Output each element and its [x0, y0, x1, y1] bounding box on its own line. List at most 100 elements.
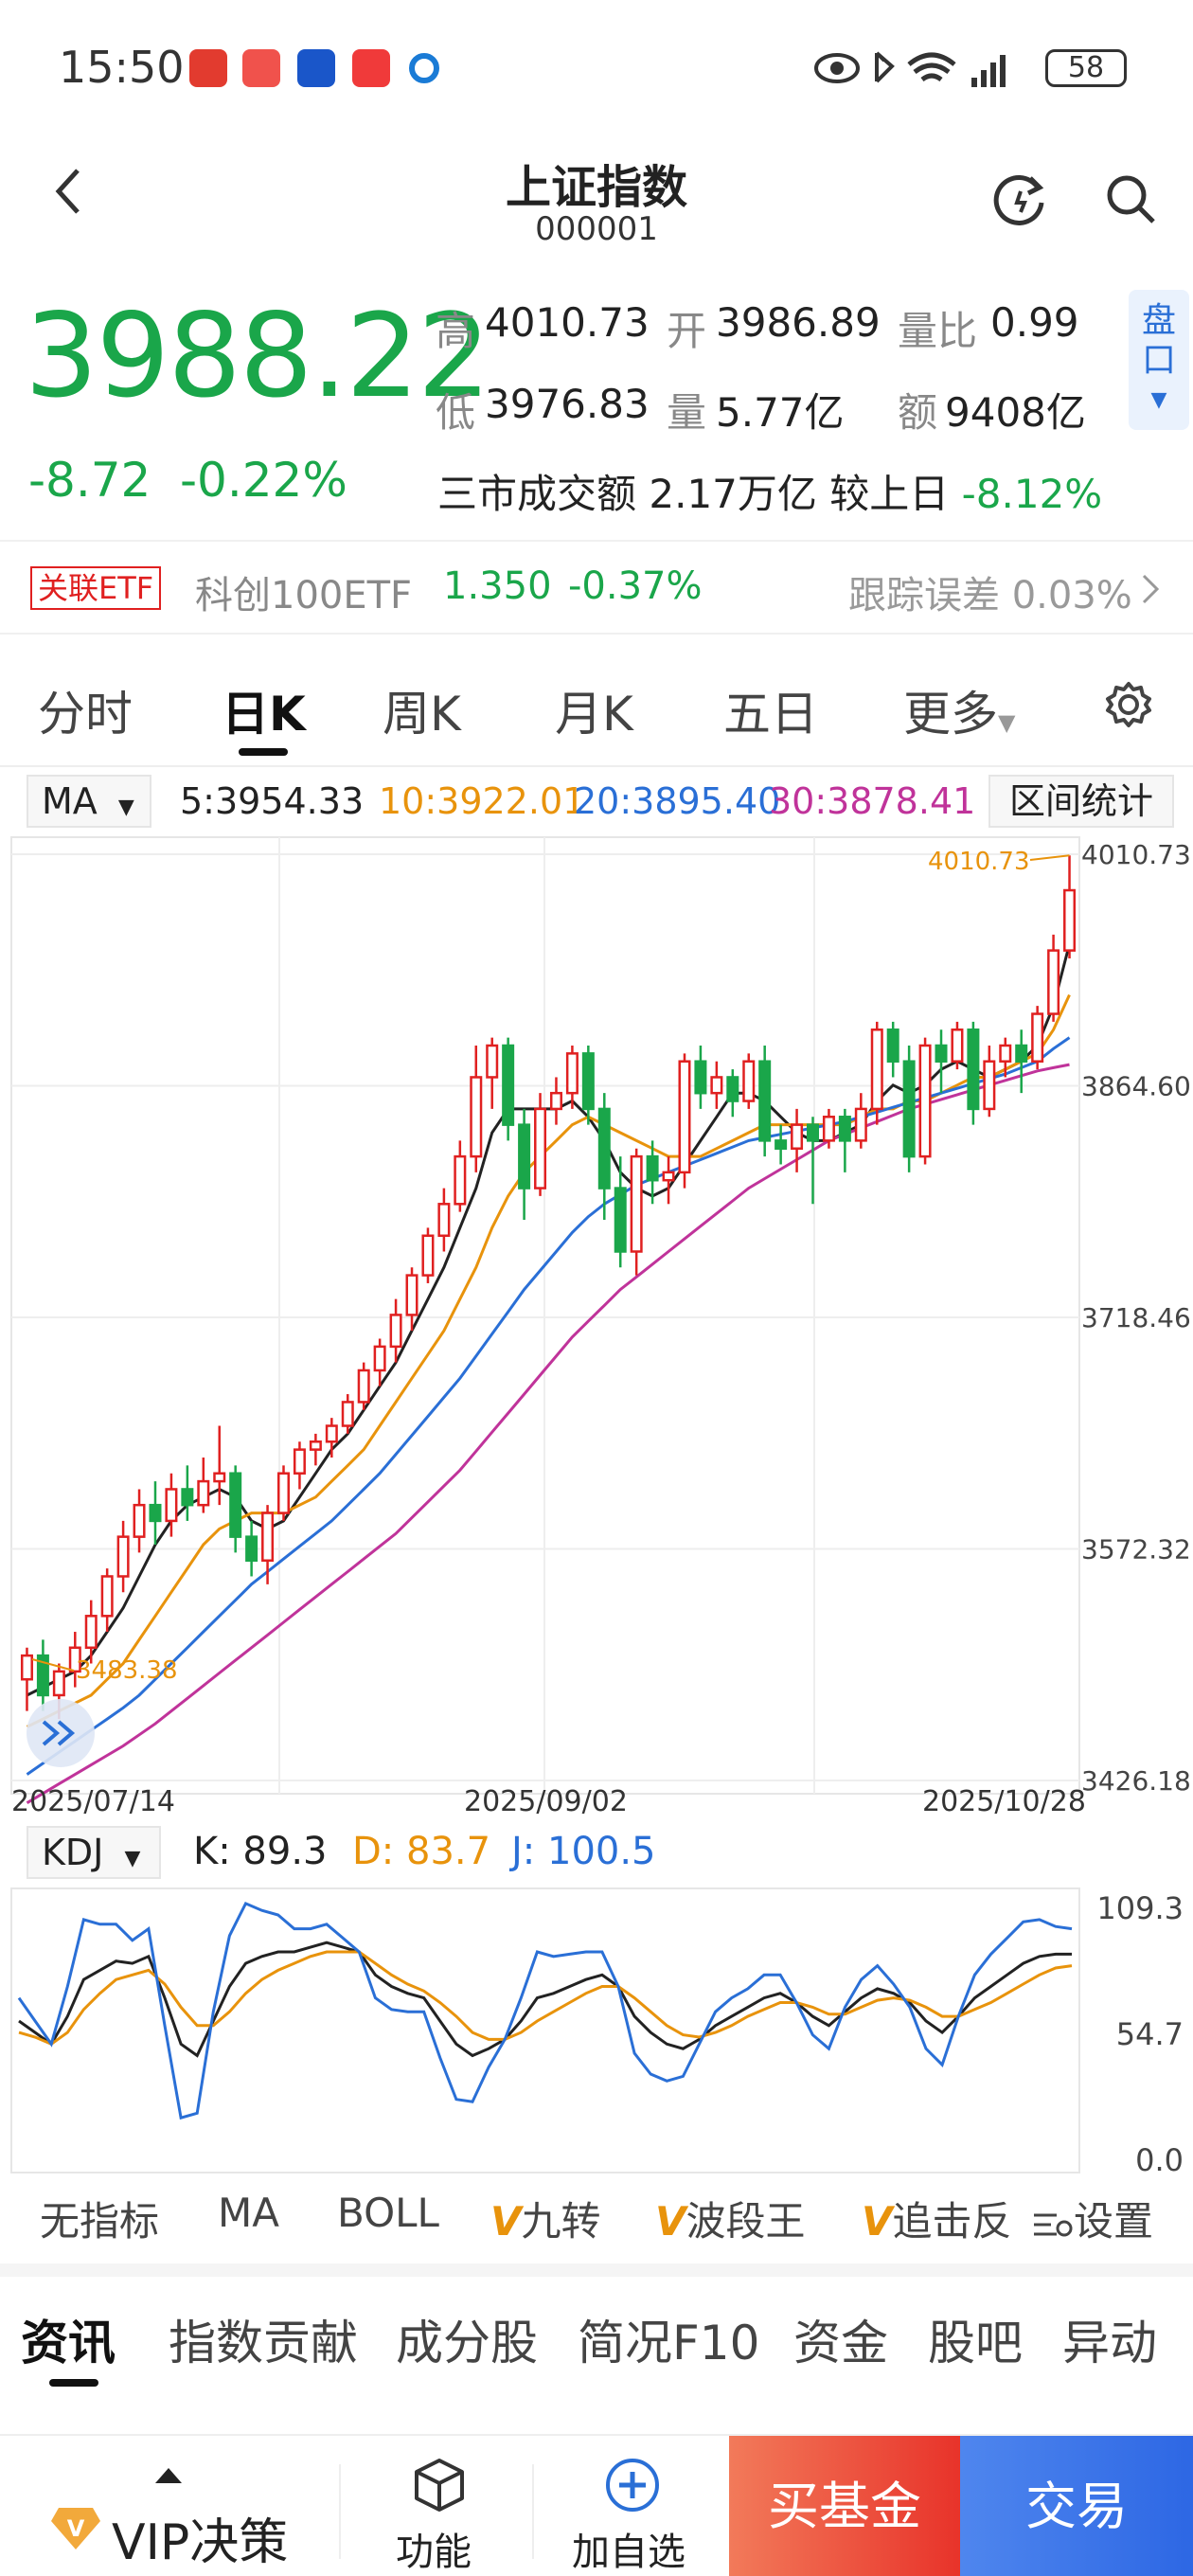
trade-button[interactable]: 交易: [960, 2436, 1193, 2576]
candle: [646, 1140, 659, 1205]
functions-button[interactable]: 功能: [360, 2436, 530, 2576]
candle-body: [822, 1116, 835, 1142]
indicator-select-kdj[interactable]: KDJ ▼: [27, 1826, 161, 1879]
tab-news[interactable]: 资讯: [21, 2316, 116, 2370]
bottom-action-bar: V VIP决策 功能 加自选 买基金 交易: [0, 2434, 1193, 2576]
candle: [775, 1124, 788, 1165]
ma20-value: 20:3895.40: [574, 780, 781, 822]
indicator-tab-jiuzhuan[interactable]: V九转: [490, 2190, 601, 2247]
active-tab-indicator: [49, 2379, 98, 2387]
ma-select-label: MA: [42, 780, 98, 822]
order-book-button[interactable]: 盘口 ▼: [1129, 290, 1189, 430]
candle-body: [806, 1123, 820, 1142]
kdj-select-label: KDJ: [42, 1832, 104, 1873]
candle: [149, 1481, 162, 1546]
candle-body: [1063, 888, 1077, 952]
y-axis-tick-label: 3864.60: [1081, 1071, 1191, 1102]
chart-period-tabs: 分时 日K 周K 月K 五日 更多▼: [0, 663, 1193, 767]
indicator-tab-ma[interactable]: MA: [218, 2190, 279, 2236]
candle: [357, 1362, 370, 1410]
settings-list-icon: [1034, 2213, 1073, 2236]
indicator-tab-zhuiji[interactable]: V追击反: [862, 2190, 1012, 2247]
vip-decision-button[interactable]: V VIP决策: [0, 2436, 341, 2576]
vip-v-icon: V: [862, 2198, 893, 2245]
kdj-j-value: J: 100.5: [511, 1830, 656, 1873]
candle: [951, 1021, 964, 1070]
candle-body: [726, 1076, 739, 1102]
candle-body: [742, 1060, 756, 1102]
candle-body: [454, 1154, 467, 1206]
tab-anomaly[interactable]: 异动: [1062, 2316, 1157, 2370]
tab-forum[interactable]: 股吧: [928, 2316, 1023, 2370]
indicator-select-ma[interactable]: MA ▼: [27, 775, 151, 828]
buy-fund-button[interactable]: 买基金: [729, 2436, 960, 2576]
high-value: 4010.73: [485, 299, 650, 346]
tab-monthly-k[interactable]: 月K: [555, 687, 633, 742]
open-value: 3986.89: [716, 299, 881, 346]
order-book-label: 盘口: [1141, 301, 1176, 380]
back-button[interactable]: [49, 163, 97, 229]
y-axis-tick-label: 3718.46: [1081, 1302, 1191, 1333]
tab-weekly-k[interactable]: 周K: [383, 687, 461, 742]
refresh-button[interactable]: [992, 170, 1049, 227]
chart-grid: [10, 836, 1080, 1795]
candle-body: [470, 1076, 483, 1158]
candle-body: [133, 1503, 146, 1538]
indicator-tab-boduan[interactable]: V波段王: [655, 2190, 806, 2247]
candle-body: [614, 1187, 627, 1253]
tab-overview-f10[interactable]: 简况F10: [578, 2316, 760, 2370]
tab-more[interactable]: 更多▼: [903, 676, 1015, 744]
candle-body: [502, 1044, 515, 1126]
candle: [967, 1021, 980, 1125]
add-favorite-button[interactable]: 加自选: [543, 2436, 723, 2576]
candlestick-chart[interactable]: 4010.733864.603718.463572.323426.182025/…: [0, 833, 1193, 1818]
search-icon: [1107, 175, 1155, 224]
tab-five-day[interactable]: 五日: [723, 687, 818, 742]
search-button[interactable]: [1102, 170, 1159, 227]
candle: [213, 1425, 226, 1506]
kdj-line-k: [18, 1941, 1072, 2058]
tab-index-contribution[interactable]: 指数贡献: [169, 2316, 358, 2370]
range-statistics-button[interactable]: 区间统计: [988, 775, 1174, 828]
related-etf-bar[interactable]: 关联ETF 科创100ETF 1.350 -0.37% 跟踪误差 0.03%: [0, 540, 1193, 635]
candle: [886, 1021, 899, 1078]
candles: [20, 855, 1077, 1720]
tab-intraday[interactable]: 分时: [38, 687, 133, 742]
candle: [758, 1045, 772, 1157]
vs-prev-value: -8.12%: [961, 471, 1103, 517]
app-notification-icon: [409, 53, 439, 83]
candle: [165, 1473, 178, 1537]
double-chevron-right-icon: [42, 1720, 76, 1746]
open-label: 开: [667, 308, 707, 354]
kdj-y-tick-label: 54.7: [1116, 2016, 1184, 2052]
indicator-settings-button[interactable]: 设置: [1032, 2190, 1153, 2247]
kdj-k-value: K: 89.3: [193, 1830, 328, 1873]
kdj-chart[interactable]: 109.3 54.7 0.0: [0, 1885, 1193, 2178]
candle-body: [357, 1368, 370, 1404]
candle: [293, 1441, 306, 1490]
candle: [502, 1037, 515, 1141]
indicator-tab-none[interactable]: 无指标: [40, 2198, 160, 2245]
candle: [935, 1029, 948, 1094]
candle: [437, 1188, 451, 1252]
app-notification-icon: [297, 49, 335, 87]
candle-body: [405, 1274, 418, 1316]
active-tab-indicator: [239, 748, 288, 756]
gear-icon[interactable]: [1102, 678, 1155, 731]
ma5-value: 5:3954.33: [180, 780, 365, 822]
expand-button[interactable]: [27, 1699, 95, 1767]
refresh-icon: [993, 174, 1044, 225]
vip-v-icon: V: [490, 2198, 522, 2245]
candle: [1015, 1029, 1028, 1094]
candle-body: [886, 1029, 899, 1063]
kdj-axis-labels: 109.3 54.7 0.0: [1096, 1890, 1184, 2178]
tab-constituents[interactable]: 成分股: [396, 2316, 538, 2370]
candle-body: [149, 1503, 162, 1523]
candle-body: [581, 1052, 595, 1111]
indicator-tab-boll[interactable]: BOLL: [337, 2190, 439, 2236]
tab-capital[interactable]: 资金: [793, 2316, 888, 2370]
candle: [565, 1045, 579, 1109]
info-section-tabs: 资讯 指数贡献 成分股 简况F10 资金 股吧 异动: [0, 2263, 1193, 2387]
tab-daily-k[interactable]: 日K: [222, 687, 306, 742]
app-notification-icon: [189, 49, 227, 87]
